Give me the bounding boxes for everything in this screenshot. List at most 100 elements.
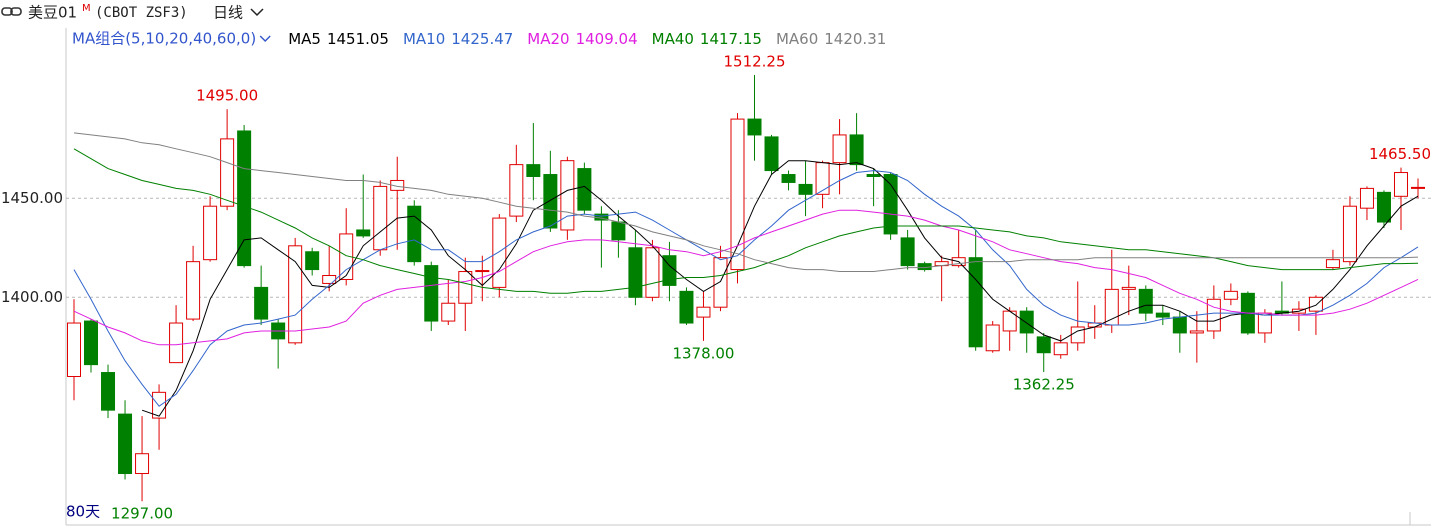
candle-body (577, 168, 592, 211)
legend-name: MA10 (403, 30, 445, 48)
price-annotation: 1378.00 (672, 344, 734, 362)
ma-line (73, 209, 1419, 346)
candle-body (1257, 312, 1272, 334)
candle-body (322, 275, 337, 284)
candle-body (1359, 187, 1374, 209)
y-tick-label: 1450.00 (1, 189, 63, 207)
candle-body (900, 237, 915, 267)
legend-entry: MA60 1420.31 (776, 30, 886, 48)
candle-body (373, 185, 388, 251)
price-annotation: 1297.00 (111, 505, 173, 523)
candle-body (849, 134, 864, 166)
period-chevron[interactable] (250, 8, 264, 17)
candle-body (1155, 312, 1170, 318)
candle-body (1206, 298, 1221, 332)
legend-entry: MA5 1451.05 (288, 30, 389, 48)
candle-body (186, 261, 201, 320)
candle-body (492, 217, 507, 288)
price-annotation: 1512.25 (723, 53, 785, 71)
candle-body (1172, 316, 1187, 334)
candle-body (509, 164, 524, 217)
legend-value: 1451.05 (327, 30, 389, 48)
candle-body (747, 118, 762, 136)
days-label: 80天 (66, 503, 100, 521)
candle-body (305, 251, 320, 271)
candle-body (441, 302, 456, 322)
candle-body (356, 229, 371, 237)
candle-body (985, 324, 1000, 352)
period[interactable]: 日线 (213, 4, 243, 22)
symbol-sup: M (82, 3, 91, 14)
candle-body (288, 245, 303, 344)
legend-value: 1409.04 (576, 30, 638, 48)
candle-body (679, 290, 694, 324)
legend-entry: MA40 1417.15 (652, 30, 762, 48)
ma-line (73, 132, 1419, 272)
candle-body (696, 306, 711, 318)
candle-body (628, 247, 643, 298)
symbol: 美豆01 (28, 4, 77, 22)
candle-body (1189, 330, 1204, 334)
candle-body (781, 174, 796, 183)
candle-body (118, 413, 133, 475)
candle-body (67, 322, 81, 377)
ma-line (73, 148, 1419, 294)
candle-body (1053, 342, 1068, 356)
legend-value: 1417.15 (700, 30, 762, 48)
candle-body (1223, 290, 1238, 300)
legend-name: MA20 (527, 30, 569, 48)
legend-name: MA60 (776, 30, 818, 48)
link-icon (1, 7, 22, 16)
candle-body (611, 221, 626, 241)
candle-body (1393, 172, 1408, 197)
candle-body (832, 134, 847, 164)
plot (66, 75, 1431, 502)
candle-body (1138, 288, 1153, 314)
ma-chevron[interactable] (259, 35, 271, 42)
candle-body (1121, 286, 1136, 290)
candle-body (1411, 186, 1425, 189)
legend-name: MA5 (288, 30, 321, 48)
candle-body (1308, 296, 1323, 312)
candle-body (424, 265, 439, 322)
candle-body (815, 162, 830, 195)
candle-body (560, 160, 575, 231)
candle-body (1036, 336, 1051, 354)
candle-body (1104, 288, 1119, 326)
candle-body (543, 174, 558, 229)
y-tick-label: 1400.00 (1, 288, 63, 306)
candle-body (1325, 259, 1340, 269)
candle-body (203, 205, 218, 261)
ma-line (73, 170, 1419, 407)
candle-body (84, 320, 99, 366)
candle-body (1342, 205, 1357, 263)
legend-name: MA40 (652, 30, 694, 48)
ma-label[interactable]: MA组合(5,10,20,40,60,0) (72, 30, 256, 48)
candle-body (407, 205, 422, 263)
candle-body (1019, 310, 1034, 334)
candle-body (237, 130, 252, 267)
candle-body (645, 247, 660, 298)
candle-body (254, 286, 269, 320)
candle-body (526, 164, 541, 178)
candle-body (390, 179, 405, 191)
candle-body (1070, 326, 1085, 344)
price-annotation: 1362.25 (1013, 376, 1075, 394)
candle-body (798, 183, 813, 195)
candle-body (220, 138, 235, 207)
candle-body (883, 174, 898, 235)
legend-entry: MA20 1409.04 (527, 30, 637, 48)
ma-line (141, 160, 1419, 417)
symbol-code: (CBOT ZSF3) (95, 5, 188, 21)
candle-body (764, 136, 779, 172)
legend-value: 1425.47 (451, 30, 513, 48)
candle-body (135, 453, 150, 475)
candle-body (1376, 191, 1391, 223)
candle-body (101, 372, 116, 411)
legend-entry: MA10 1425.47 (403, 30, 513, 48)
candle-body (968, 257, 983, 348)
candle-body (169, 322, 184, 364)
legend-value: 1420.31 (824, 30, 886, 48)
